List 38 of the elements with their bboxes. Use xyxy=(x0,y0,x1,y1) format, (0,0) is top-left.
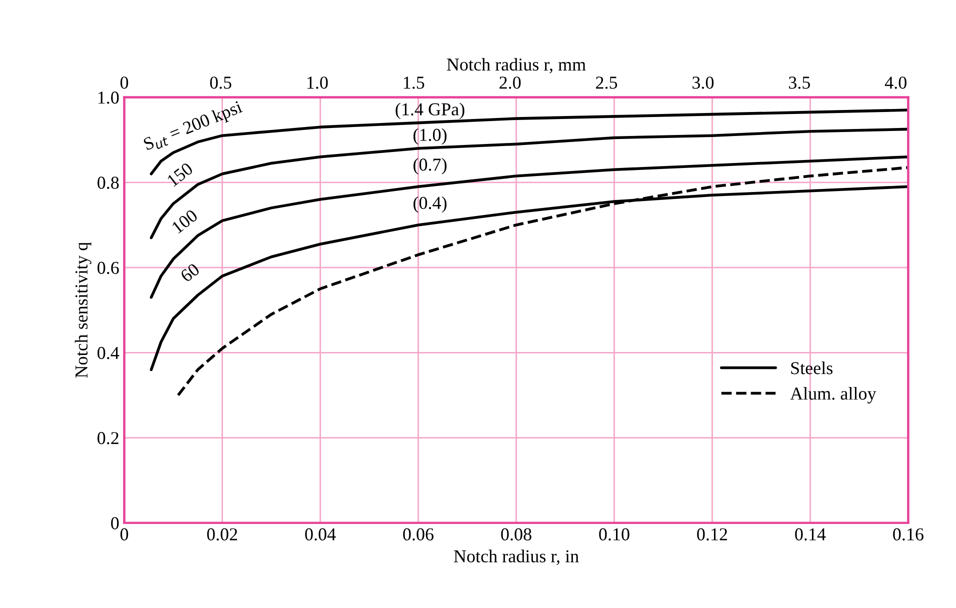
line-series xyxy=(150,155,908,299)
x2-tick-label: 0 xyxy=(120,76,128,89)
annotation: (0.7) xyxy=(414,158,447,174)
annotation: 60 xyxy=(180,262,200,283)
x2-tick-label: 4.0 xyxy=(884,76,906,89)
y-tick-label: 0.4 xyxy=(98,346,120,360)
x2-tick-label: 3.5 xyxy=(788,76,810,89)
x-tick-label: 0.08 xyxy=(501,528,532,541)
x-tick-label: 0.06 xyxy=(403,528,434,541)
x-tick-label: 0.12 xyxy=(697,528,728,541)
y-axis-title: Notch sensitivity q xyxy=(74,242,92,378)
legend-label: Alum. alloy xyxy=(790,387,876,404)
y-tick-label: 0.2 xyxy=(98,432,118,444)
x-axis-title: Notch radius r, in xyxy=(454,550,579,565)
x2-tick-label: 1.5 xyxy=(404,76,424,89)
annotation: (0.4) xyxy=(414,196,447,213)
y-tick-label: 0.6 xyxy=(98,262,119,274)
annotation: 150 xyxy=(166,162,194,187)
y-tick-label: 1.0 xyxy=(98,92,119,104)
x-tick-label: 0 xyxy=(120,528,128,540)
x2-tick-label: 2.5 xyxy=(596,76,618,89)
annotation: (1.0) xyxy=(414,128,447,145)
x-tick-label: 0.10 xyxy=(599,528,630,541)
annotation: (1.4 GPa) xyxy=(396,102,464,120)
y-tick-label: 0 xyxy=(111,517,119,530)
x-tick-label: 0.04 xyxy=(305,528,336,541)
legend-label: Steels xyxy=(791,362,832,374)
annotation: S$_{ut}$ = 200 kpsi xyxy=(142,100,244,154)
x2-tick-label: 0.5 xyxy=(210,76,232,89)
x2-axis-title: Notch radius r, mm xyxy=(446,58,586,74)
x2-tick-label: 1.0 xyxy=(307,76,328,89)
x2-tick-label: 2.0 xyxy=(500,76,521,89)
x-tick-label: 0.14 xyxy=(795,528,826,541)
x-tick-label: 0.16 xyxy=(893,528,924,541)
x-tick-label: 0.02 xyxy=(207,528,238,541)
y-tick-label: 0.8 xyxy=(98,176,119,189)
annotation: 100 xyxy=(171,208,198,234)
x2-tick-label: 3.0 xyxy=(692,76,714,89)
